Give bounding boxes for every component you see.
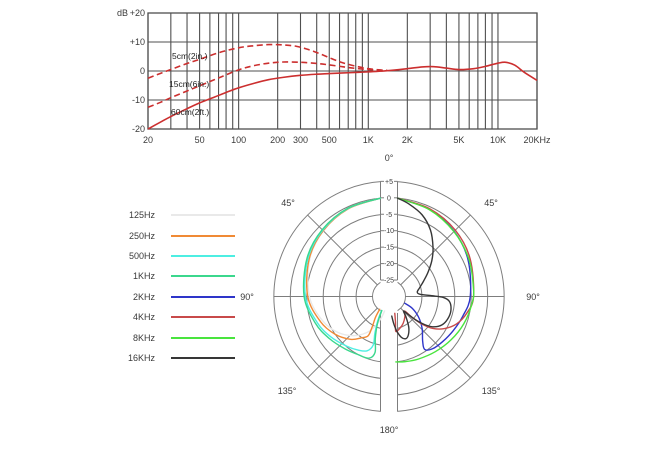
svg-text:-20: -20 [384,261,394,268]
legend-label: 2KHz [132,291,155,302]
legend-label: 8KHz [132,332,155,343]
svg-text:45°: 45° [484,198,498,208]
legend-swatch [171,214,235,217]
svg-text:20KHz: 20KHz [523,135,551,145]
svg-text:100: 100 [231,135,246,145]
svg-text:180°: 180° [380,425,399,435]
svg-text:-15: -15 [384,245,394,252]
legend-swatch [171,356,235,359]
svg-text:500: 500 [322,135,337,145]
legend-swatch [171,275,235,278]
legend-label: 1KHz [132,271,155,282]
svg-text:-10: -10 [132,95,145,105]
legend-label: 500Hz [128,250,155,261]
svg-text:+5: +5 [385,179,393,186]
polar-legend: 125Hz 250Hz 500Hz 1KHz 2KHz 4KHz 8KHz 1 [104,205,254,368]
svg-text:135°: 135° [482,386,501,396]
svg-text:300: 300 [293,135,308,145]
legend-label: 4KHz [132,312,155,323]
legend-swatch [171,295,235,298]
legend-item: 250Hz [104,225,254,245]
svg-text:90°: 90° [240,292,254,302]
legend-item: 2KHz [104,287,254,307]
svg-text:90°: 90° [526,292,540,302]
legend-label: 250Hz [128,230,155,241]
svg-text:20: 20 [143,135,153,145]
svg-text:200: 200 [270,135,285,145]
svg-text:1K: 1K [363,135,374,145]
svg-text:-10: -10 [384,228,394,235]
svg-text:60cm(2ft.): 60cm(2ft.) [171,107,209,117]
legend-item: 4KHz [104,307,254,327]
svg-text:-20: -20 [132,124,145,134]
svg-text:50: 50 [195,135,205,145]
svg-text:0°: 0° [385,153,394,163]
svg-text:0: 0 [387,195,391,202]
svg-text:dB: dB [117,8,128,18]
legend-label: 125Hz [128,210,155,221]
svg-text:5K: 5K [453,135,464,145]
svg-text:-5: -5 [386,212,392,219]
legend-item: 1KHz [104,266,254,286]
svg-text:15cm(6in.): 15cm(6in.) [169,79,209,89]
legend-label: 16KHz [127,352,155,363]
svg-text:45°: 45° [281,198,295,208]
legend-swatch [171,254,235,257]
legend-item: 125Hz [104,205,254,225]
legend-swatch [171,336,235,339]
svg-text:5cm(2in.): 5cm(2in.) [172,51,208,61]
legend-item: 8KHz [104,327,254,347]
svg-text:-25: -25 [384,278,394,285]
svg-text:10K: 10K [490,135,506,145]
legend-swatch [171,316,235,319]
svg-text:+20: +20 [130,8,145,18]
legend-item: 500Hz [104,246,254,266]
legend-swatch [171,234,235,237]
svg-text:0: 0 [140,66,145,76]
svg-text:135°: 135° [278,386,297,396]
svg-text:+10: +10 [130,37,145,47]
svg-text:2K: 2K [402,135,413,145]
legend-item: 16KHz [104,348,254,368]
